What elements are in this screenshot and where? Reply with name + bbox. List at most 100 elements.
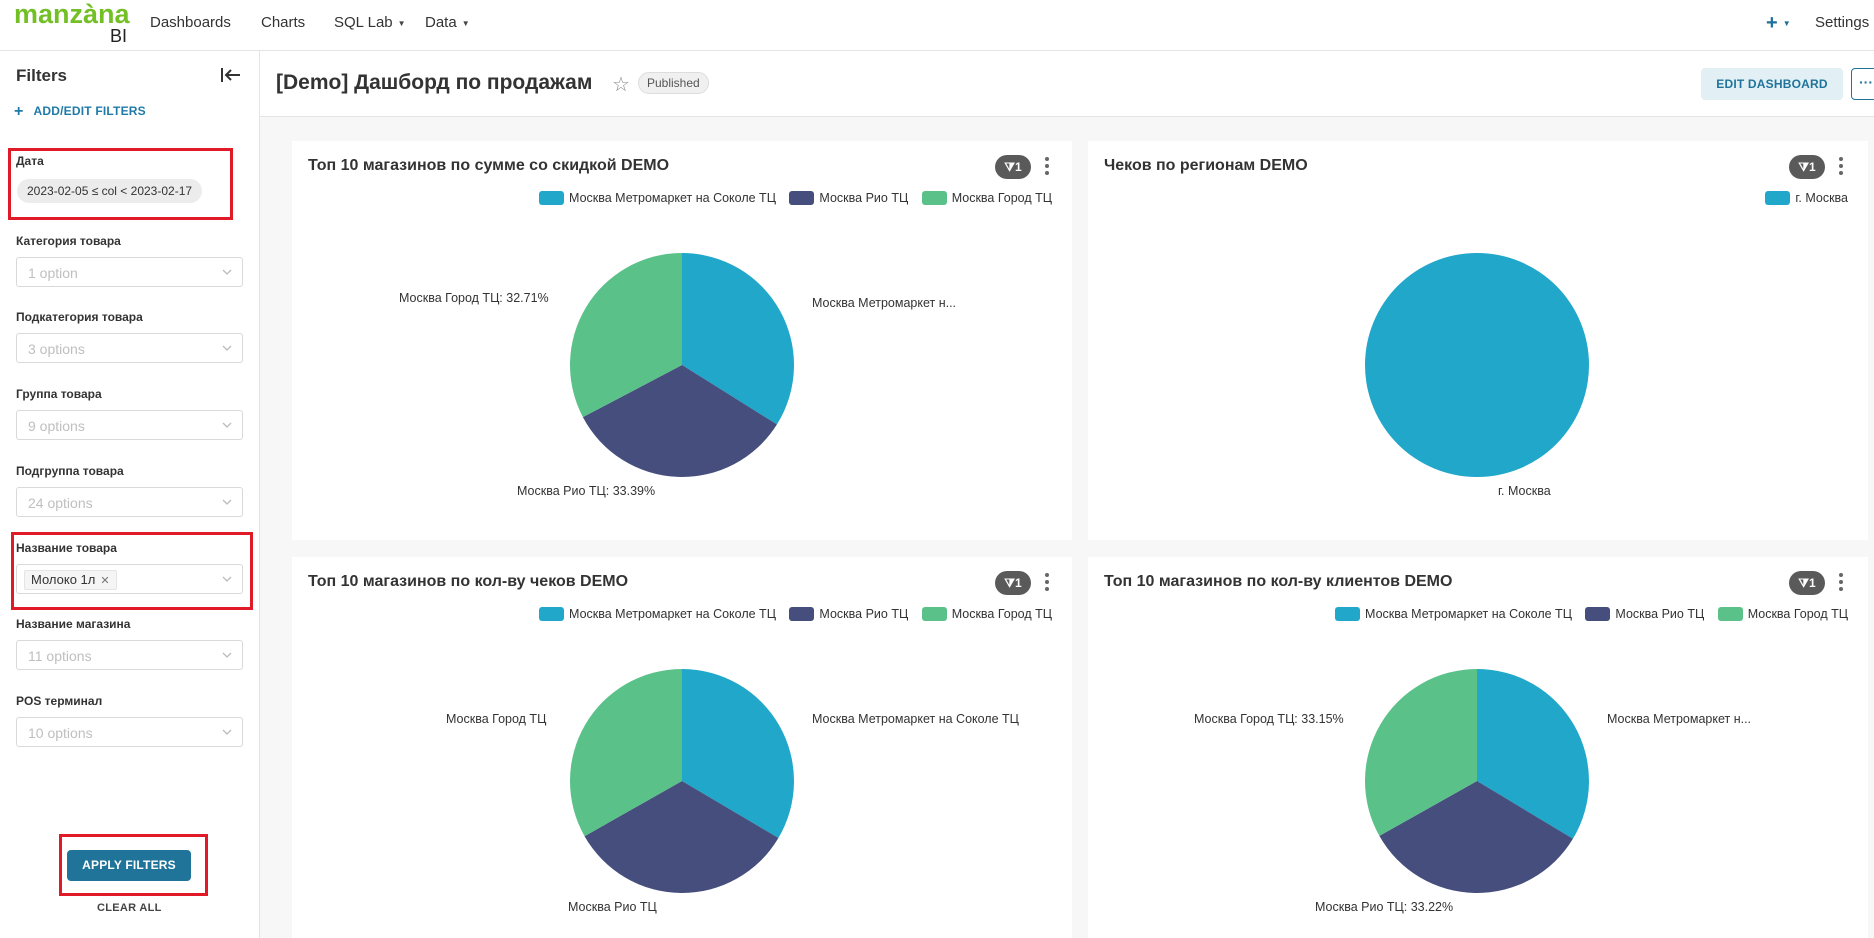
- filter-label-category: Категория товара: [16, 234, 121, 248]
- chart-legend: Москва Метромаркет на Соколе ТЦ Москва Р…: [1325, 607, 1848, 621]
- pie-slice[interactable]: [1365, 669, 1477, 836]
- legend-swatch: [539, 191, 565, 205]
- chart-title: Топ 10 магазинов по кол-ву чеков DEMO: [308, 573, 629, 590]
- remove-tag-icon[interactable]: ✕: [100, 575, 110, 587]
- product-name-select[interactable]: Молоко 1л ✕: [16, 564, 243, 594]
- chart-card: Чеков по регионам DEMO ⧩1 г. Москва г. М…: [1088, 141, 1868, 540]
- filter-count-badge[interactable]: ⧩1: [1789, 155, 1825, 179]
- legend-item[interactable]: Москва Рио ТЦ: [789, 607, 908, 621]
- add-edit-filters-button[interactable]: + ADD/EDIT FILTERS: [14, 103, 146, 121]
- logo-text: manzàna: [14, 0, 130, 29]
- pie-slice[interactable]: [1365, 253, 1589, 477]
- store-name-select[interactable]: 11 options: [16, 640, 243, 670]
- favorite-star-icon[interactable]: ☆: [612, 74, 630, 96]
- chart-legend: Москва Метромаркет на Соколе ТЦ Москва Р…: [529, 607, 1052, 621]
- filter-count: 1: [1809, 576, 1816, 590]
- nav-charts[interactable]: Charts: [261, 14, 306, 31]
- chart-card: Топ 10 магазинов по сумме со скидкой DEM…: [292, 141, 1072, 540]
- status-badge[interactable]: Published: [638, 72, 709, 94]
- category-select[interactable]: 1 option: [16, 257, 243, 287]
- selected-tag: Молоко 1л ✕: [24, 570, 117, 590]
- filter-count-badge[interactable]: ⧩1: [995, 571, 1031, 595]
- chart-legend: г. Москва: [1755, 191, 1848, 205]
- pie-slice[interactable]: [682, 253, 795, 425]
- subcategory-select-value: 3 options: [28, 341, 85, 357]
- subgroup-select[interactable]: 24 options: [16, 487, 243, 517]
- filters-title: Filters: [16, 66, 68, 85]
- new-item-menu[interactable]: + ▼: [1766, 12, 1791, 35]
- more-vertical-icon[interactable]: [1043, 155, 1051, 177]
- logo-subtext: BI: [110, 26, 128, 46]
- pie-label: Москва Метромаркет на Соколе ТЦ: [812, 712, 1020, 726]
- filter-count-badge[interactable]: ⧩1: [995, 155, 1031, 179]
- pie-slice[interactable]: [584, 781, 779, 893]
- legend-item[interactable]: Москва Метромаркет на Соколе ТЦ: [539, 607, 776, 621]
- top-navbar: manzàna BI Dashboards Charts SQL Lab ▼ Da…: [0, 0, 1874, 51]
- legend-item[interactable]: Москва Город ТЦ: [1717, 607, 1848, 621]
- legend-item[interactable]: Москва Метромаркет на Соколе ТЦ: [1335, 607, 1572, 621]
- edit-dashboard-button[interactable]: EDIT DASHBOARD: [1701, 68, 1843, 100]
- nav-sql-lab[interactable]: SQL Lab ▼: [334, 14, 406, 31]
- legend-item[interactable]: Москва Город ТЦ: [921, 191, 1052, 205]
- legend-label: Москва Метромаркет на Соколе ТЦ: [1365, 607, 1572, 621]
- more-vertical-icon[interactable]: [1837, 155, 1845, 177]
- filter-label-date: Дата: [16, 154, 44, 168]
- apply-filters-button[interactable]: APPLY FILTERS: [67, 850, 191, 881]
- more-actions-button[interactable]: ···: [1851, 68, 1874, 100]
- nav-sql-lab-label: SQL Lab: [334, 14, 393, 31]
- legend-label: Москва Рио ТЦ: [1615, 607, 1705, 621]
- group-select-value: 9 options: [28, 418, 85, 434]
- chart-card: Топ 10 магазинов по кол-ву чеков DEMO ⧩1…: [292, 557, 1072, 938]
- collapse-sidebar-icon[interactable]: [220, 65, 242, 85]
- more-vertical-icon[interactable]: [1043, 571, 1051, 593]
- pie-slice[interactable]: [569, 669, 682, 837]
- legend-swatch: [1335, 607, 1361, 621]
- legend-item[interactable]: Москва Метромаркет на Соколе ТЦ: [539, 191, 776, 205]
- nav-dashboards[interactable]: Dashboards: [150, 14, 231, 31]
- pie-slice[interactable]: [1379, 781, 1573, 893]
- legend-swatch: [539, 607, 565, 621]
- chevron-down-icon: [222, 499, 232, 505]
- clear-all-button[interactable]: CLEAR ALL: [97, 902, 162, 914]
- settings-menu[interactable]: Settings: [1815, 14, 1870, 31]
- chevron-down-icon: [222, 576, 232, 582]
- chart-title: Чеков по регионам DEMO: [1104, 157, 1308, 174]
- filter-label-subcategory: Подкатегория товара: [16, 310, 143, 324]
- subcategory-select[interactable]: 3 options: [16, 333, 243, 363]
- filter-label-subgroup: Подгруппа товара: [16, 464, 124, 478]
- legend-item[interactable]: г. Москва: [1765, 191, 1848, 205]
- chevron-down-icon: [222, 345, 232, 351]
- chart-card: Топ 10 магазинов по кол-ву клиентов DEMO…: [1088, 557, 1868, 938]
- pie-label: Москва Рио ТЦ: [568, 900, 658, 914]
- pie-label: Москва Метромаркет н...: [812, 296, 956, 310]
- group-select[interactable]: 9 options: [16, 410, 243, 440]
- nav-data[interactable]: Data ▼: [425, 14, 470, 31]
- date-range-chip[interactable]: 2023-02-05 ≤ col < 2023-02-17: [17, 179, 203, 203]
- legend-label: Москва Город ТЦ: [951, 607, 1052, 621]
- chart-title: Топ 10 магазинов по кол-ву клиентов DEMO: [1104, 573, 1453, 590]
- pie-slice[interactable]: [682, 669, 794, 839]
- pos-terminal-select[interactable]: 10 options: [16, 717, 243, 747]
- store-name-select-value: 11 options: [28, 648, 92, 664]
- legend-item[interactable]: Москва Рио ТЦ: [789, 191, 908, 205]
- legend-label: Москва Метромаркет на Соколе ТЦ: [569, 607, 776, 621]
- filter-count: 1: [1015, 576, 1022, 590]
- pie-label: Москва Город ТЦ: [446, 712, 547, 726]
- filter-label-product-name: Название товара: [16, 541, 117, 555]
- legend-item[interactable]: Москва Рио ТЦ: [1585, 607, 1704, 621]
- filter-count-badge[interactable]: ⧩1: [1789, 571, 1825, 595]
- legend-label: Москва Рио ТЦ: [819, 607, 909, 621]
- legend-swatch: [1585, 607, 1611, 621]
- more-vertical-icon[interactable]: [1837, 571, 1845, 593]
- filter-label-pos-terminal: POS терминал: [16, 694, 103, 708]
- pie-label: Москва Метромаркет н...: [1607, 712, 1751, 726]
- pie-chart: Москва Метромаркет н... Москва Город ТЦ:…: [1194, 669, 1751, 914]
- legend-item[interactable]: Москва Город ТЦ: [921, 607, 1052, 621]
- pie-slice[interactable]: [570, 253, 682, 418]
- pie-slice[interactable]: [582, 365, 777, 477]
- pie-label: Москва Рио ТЦ: 33.22%: [1315, 900, 1453, 914]
- pie-chart: Москва Метромаркет н... Москва Город ТЦ:…: [399, 253, 956, 498]
- pie-chart: г. Москва: [1365, 253, 1589, 498]
- pie-slice[interactable]: [1477, 669, 1589, 839]
- filter-count: 1: [1015, 160, 1022, 174]
